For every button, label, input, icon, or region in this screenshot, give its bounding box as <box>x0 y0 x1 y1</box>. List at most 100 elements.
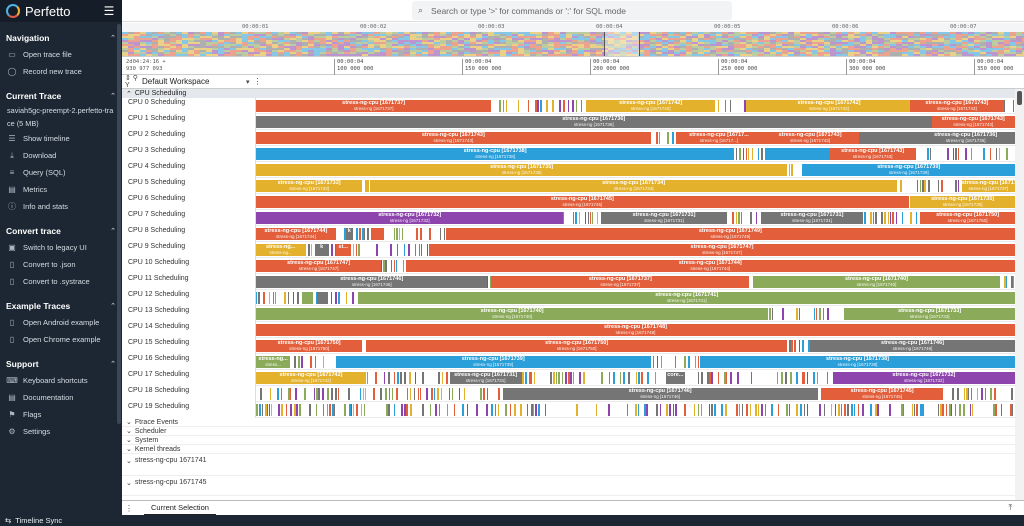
cpu-track-label[interactable]: CPU 5 Scheduling <box>122 178 256 194</box>
cpu-track-label[interactable]: CPU 8 Scheduling <box>122 226 256 242</box>
cpu-track-canvas[interactable]: stress-ng-cpu [1671746] stress-ng [167174… <box>256 388 1015 400</box>
cpu-track-label[interactable]: CPU 9 Scheduling <box>122 242 256 258</box>
sched-slice[interactable]: stress-ng-cpu [1671733] stress-ng [167173… <box>256 180 363 192</box>
sidebar-item[interactable]: ⚙ Settings <box>0 423 122 440</box>
sched-slice[interactable]: stress-ng-cpu [1671747] stress-ng [167174… <box>429 244 1015 256</box>
cpu-track-label[interactable]: CPU 17 Scheduling <box>122 370 256 386</box>
cpu-track-label[interactable]: CPU 1 Scheduling <box>122 114 256 130</box>
sched-slice[interactable]: stress-ng-cpu [1671737]stress-ng [167173… <box>256 100 492 112</box>
cpu-track-label[interactable]: CPU 13 Scheduling <box>122 306 256 322</box>
sched-slice[interactable]: stress-ng-cpu [1671731] stress-ng [167173… <box>760 212 864 224</box>
cpu-track-canvas[interactable]: stress-ng-cpu [1671744] stress-ng [167174… <box>256 228 1015 240</box>
sched-slice[interactable] <box>316 292 329 304</box>
overview-visible-window[interactable] <box>604 32 640 56</box>
filter-icon[interactable]: ⇕ ⚲ Y <box>125 75 138 89</box>
sched-slice[interactable]: k <box>345 228 354 240</box>
sidebar-item[interactable]: ☰ Show timeline <box>0 130 122 147</box>
cpu-track-label[interactable]: CPU 0 Scheduling <box>122 98 256 114</box>
cpu-track-canvas[interactable]: stress-ng-cpu [1671748] stress-ng [167174… <box>256 324 1015 336</box>
sched-slice[interactable]: stress-ng... stress-ng... <box>256 244 306 256</box>
cpu-track-canvas[interactable]: stress-ng-cpu [1671735] stress-ng [167173… <box>256 164 1015 176</box>
sched-slice[interactable]: stress-ng-cpu [1671738] stress-ng [167173… <box>700 356 1015 368</box>
cpu-track[interactable]: CPU 17 Scheduling stress-ng-cpu [1671742]… <box>122 370 1015 386</box>
sched-slice[interactable] <box>859 132 917 144</box>
sched-slice[interactable]: stress-ng-cpu [1671746] stress-ng [167174… <box>810 340 1015 352</box>
cpu-track[interactable]: CPU 8 Scheduling stress-ng-cpu [1671744] s… <box>122 226 1015 242</box>
chevron-up-icon[interactable]: ⌃ <box>110 35 116 42</box>
cpu-track-canvas[interactable]: stress-ng-cpu [1671745] stress-ng [167174… <box>256 196 1015 208</box>
cpu-track-canvas[interactable]: stress-ng... stress... stress-ng-cpu [1671… <box>256 356 1015 368</box>
chevron-up-icon[interactable]: ⌃ <box>126 90 132 98</box>
sidebar-section-header[interactable]: Example Traces ⌃ <box>0 298 122 314</box>
sched-slice[interactable]: stress-ng-cpu [1671739] stress-ng [167173… <box>335 356 651 368</box>
sched-slice[interactable]: stress-ng-cpu [1671742] stress-ng [167174… <box>745 100 913 112</box>
sched-slice[interactable]: stress-ng-cpu [1671739] stress-ng [167173… <box>802 164 1015 176</box>
sched-slice[interactable]: stress-ng-cpu [1671740] stress-ng [167174… <box>753 276 1000 288</box>
time-ruler[interactable]: 2d04:24:16 + 930 977 093 00:00:04 100 000… <box>122 58 1024 75</box>
overview-timeline[interactable]: 00:00:01 00:00:02 00:00:03 00:00:04 00:00:05… <box>122 23 1024 57</box>
sched-slice[interactable]: stress-ng-cpu [1671746] stress-ng [167174… <box>502 388 818 400</box>
sidebar-item[interactable]: ≡ Query (SQL) <box>0 164 122 181</box>
sched-slice[interactable]: stress-ng-cpu [1671745] stress-ng [167174… <box>256 196 909 208</box>
sidebar-item[interactable]: ▤ Metrics <box>0 181 122 198</box>
sched-slice[interactable]: stress-ng-cpu [1671750] stress-ng [167175… <box>366 340 788 352</box>
sched-slice[interactable]: stress-ng-cpu [1671743] stress-ng [167174… <box>931 116 1015 128</box>
sched-slice[interactable]: stress-ng-cpu [1671732] stress-ng [167173… <box>832 372 1015 384</box>
sidebar-item[interactable]: ▯ Convert to .json <box>0 256 122 273</box>
cpu-track-canvas[interactable]: stress-ng-cpu [1671746] stress-ng [167174… <box>256 276 1015 288</box>
sched-slice[interactable]: stress-ng... stress... <box>256 356 291 368</box>
cpu-track[interactable]: CPU 1 Scheduling stress-ng-cpu [1671736] s… <box>122 114 1015 130</box>
cpu-track[interactable]: CPU 2 Scheduling stress-ng-cpu [1671743] s… <box>122 130 1015 146</box>
cpu-scheduling-group-header[interactable]: ⌃ CPU Scheduling <box>122 89 1015 98</box>
sched-slice[interactable]: stress-ng-cpu [1671742] stress-ng [167174… <box>586 100 716 112</box>
cpu-track-label[interactable]: CPU 15 Scheduling <box>122 338 256 354</box>
cpu-track-canvas[interactable]: stress-ng-cpu [1671750] stress-ng [167175… <box>256 340 1015 352</box>
sched-slice[interactable]: k <box>315 244 329 256</box>
cpu-track-canvas[interactable]: stress-ng-cpu [1671743] stress-ng [167174… <box>256 132 1015 144</box>
chevron-up-icon[interactable]: ⌃ <box>110 228 116 235</box>
cpu-track[interactable]: CPU 14 Scheduling stress-ng-cpu [1671748]… <box>122 322 1015 338</box>
sched-slice[interactable]: stress-ng-cpu [1671744] stress-ng [167174… <box>405 260 1015 272</box>
omnibox[interactable]: ⌕ <box>412 1 732 20</box>
cpu-track-label[interactable]: CPU 3 Scheduling <box>122 146 256 162</box>
track-panel[interactable]: ⌃ CPU Scheduling CPU 0 Scheduling stress-… <box>122 89 1015 500</box>
sched-slice[interactable]: stress-ng-cpu [1671741] stress-ng [167174… <box>358 292 1015 304</box>
sidebar-item[interactable]: ▣ Switch to legacy UI <box>0 239 122 256</box>
cpu-track-canvas[interactable]: stress-ng... stress-ng... k st... stress-ng-… <box>256 244 1015 256</box>
sched-slice[interactable] <box>371 228 383 240</box>
chevron-down-icon[interactable]: ▾ <box>246 78 250 86</box>
sched-slice[interactable]: stress-ng-cpu [1671745] stress-ng [167174… <box>821 388 943 400</box>
cpu-track-label[interactable]: CPU 16 Scheduling <box>122 354 256 370</box>
omnibox-input[interactable] <box>431 5 712 16</box>
cpu-track[interactable]: CPU 6 Scheduling stress-ng-cpu [1671745] s… <box>122 194 1015 210</box>
sched-slice[interactable]: stress-ng-cpu [1671743] stress-ng [167174… <box>760 132 860 144</box>
sched-slice[interactable]: stress-ng-cpu [1671736] stress-ng [167173… <box>256 116 932 128</box>
cpu-track[interactable]: CPU 5 Scheduling stress-ng-cpu [1671733] s… <box>122 178 1015 194</box>
cpu-track-label[interactable]: CPU 10 Scheduling <box>122 258 256 274</box>
cpu-track[interactable]: CPU 19 Scheduling <box>122 402 1015 418</box>
sched-slice[interactable]: stress-ng-cpu [1671742] stress-ng [167174… <box>256 372 367 384</box>
sched-slice[interactable]: stress-ng-cpu [1671734] stress-ng [167173… <box>369 180 898 192</box>
sched-slice[interactable]: st... <box>335 244 351 256</box>
chevron-up-icon[interactable]: ⌃ <box>110 303 116 310</box>
cpu-track-label[interactable]: CPU 7 Scheduling <box>122 210 256 226</box>
overview-heatmap[interactable] <box>122 32 1024 57</box>
sched-slice[interactable]: stress-ng-cpu [1671735] stress-ng [167173… <box>256 164 788 176</box>
cpu-track-label[interactable]: CPU 14 Scheduling <box>122 322 256 338</box>
sched-slice[interactable]: stress-ng-cpu [1671750] stress-ng [167175… <box>920 212 1015 224</box>
cpu-track-label[interactable]: CPU 4 Scheduling <box>122 162 256 178</box>
sidebar-item[interactable]: ◯ Record new trace <box>0 63 122 80</box>
cpu-track[interactable]: CPU 3 Scheduling stress-ng-cpu [1671738] s… <box>122 146 1015 162</box>
sched-slice[interactable]: stress-ng-cpu [1671737]stress-ng [167173… <box>491 276 750 288</box>
sched-slice[interactable]: stress-ng-cpu [1671746] stress-ng [167174… <box>256 276 488 288</box>
sidebar-item[interactable]: ⤓ Download <box>0 147 122 164</box>
sched-slice[interactable]: stress-ng-cpu [16717... stress-ng [16717.… <box>677 132 761 144</box>
sched-slice[interactable]: stress-ng-cpu [1671747] stress-ng [167174… <box>256 260 382 272</box>
cpu-track-canvas[interactable]: stress-ng-cpu [1671747] stress-ng [167174… <box>256 260 1015 272</box>
sched-slice[interactable]: stress-ng-cpu [1671744] stress-ng [167174… <box>256 228 336 240</box>
sidebar-item[interactable]: ▯ Open Chrome example <box>0 331 122 348</box>
cpu-track[interactable]: CPU 16 Scheduling stress-ng... stress... st… <box>122 354 1015 370</box>
cpu-track[interactable]: CPU 18 Scheduling stress-ng-cpu [1671746]… <box>122 386 1015 402</box>
cpu-track[interactable]: CPU 7 Scheduling stress-ng-cpu [1671732] s… <box>122 210 1015 226</box>
sched-slice[interactable]: stress-ng-cpu [1671731] stress-ng [167173… <box>449 372 522 384</box>
